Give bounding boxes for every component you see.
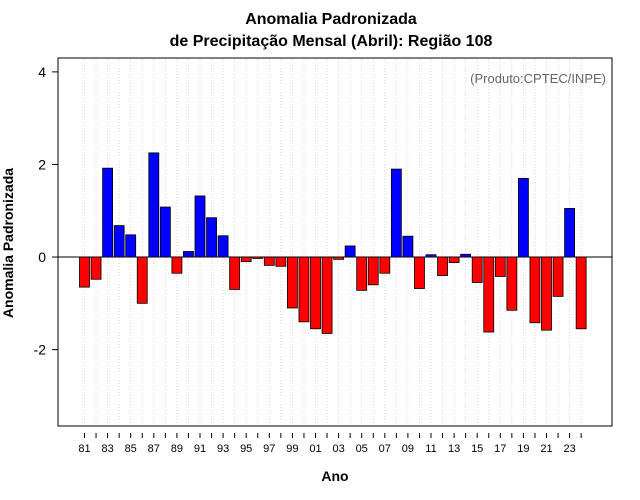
bar-2001 <box>310 256 321 330</box>
x-tick-label: 97 <box>263 443 275 455</box>
x-axis-title: Ano <box>321 468 348 484</box>
bar-1987 <box>148 152 160 258</box>
x-tick-label: 07 <box>379 443 391 455</box>
x-tick-label: 13 <box>448 443 460 455</box>
x-tick-label: 09 <box>402 443 414 455</box>
bar-2004 <box>344 245 356 258</box>
x-tick-label: 01 <box>309 443 321 455</box>
x-tick-label: 15 <box>471 443 483 455</box>
bar-1998 <box>275 256 287 267</box>
bar-2000 <box>298 256 310 323</box>
bar-1985 <box>125 234 137 258</box>
bar-2011 <box>425 254 437 258</box>
bar-2022 <box>552 256 564 297</box>
plot-frame <box>57 57 613 427</box>
bar-1994 <box>229 256 241 290</box>
bar-1993 <box>217 235 229 258</box>
bar-1990 <box>183 251 194 258</box>
bar-2008 <box>390 168 402 258</box>
source-annotation: (Produto:CPTEC/INPE) <box>470 71 606 86</box>
bar-2003 <box>333 256 345 260</box>
bar-1981 <box>79 256 90 288</box>
bar-1983 <box>102 167 113 258</box>
bar-1999 <box>286 256 298 309</box>
x-tick-label: 91 <box>194 443 206 455</box>
x-tick-label: 81 <box>78 443 90 455</box>
bar-1989 <box>171 256 183 274</box>
x-tick-label: 89 <box>171 443 183 455</box>
x-tick-label: 17 <box>494 443 506 455</box>
bar-2019 <box>518 177 529 258</box>
bar-1986 <box>136 256 148 304</box>
x-tick-label: 85 <box>125 443 137 455</box>
bar-2006 <box>367 256 379 286</box>
bar-2021 <box>541 256 552 331</box>
bar-1996 <box>252 256 264 259</box>
x-tick-label: 11 <box>425 443 436 455</box>
x-tick-label: 93 <box>217 443 229 455</box>
y-tick-label: 4 <box>38 64 46 80</box>
x-tick-label: 19 <box>517 443 529 455</box>
y-tick-label: 2 <box>38 156 46 172</box>
bar-2020 <box>529 256 541 324</box>
y-axis-title: Anomalia Padronizada <box>0 168 16 318</box>
x-tick-label: 95 <box>240 443 252 455</box>
y-tick-label: 0 <box>38 249 46 265</box>
bar-2002 <box>321 256 333 334</box>
bar-1992 <box>206 217 217 258</box>
bar-2015 <box>471 256 483 283</box>
x-tick-label: 83 <box>101 443 113 455</box>
bar-2016 <box>483 256 495 333</box>
x-tick-label: 87 <box>148 443 160 455</box>
bar-1982 <box>90 256 102 280</box>
bar-2023 <box>564 208 575 258</box>
bar-2012 <box>437 256 448 276</box>
chart-title: Anomalia Padronizada <box>245 11 417 28</box>
y-axis: -2 0 2 4 <box>34 64 58 358</box>
bar-2018 <box>506 256 518 311</box>
bar-2013 <box>448 256 460 263</box>
bar-2010 <box>414 256 425 289</box>
bar-2009 <box>402 235 414 258</box>
x-tick-label: 21 <box>540 443 552 455</box>
bar-1988 <box>159 206 171 258</box>
x-tick-label: 23 <box>563 443 575 455</box>
x-tick-label: 05 <box>356 443 368 455</box>
bar-2014 <box>460 253 472 258</box>
bar-2007 <box>379 256 391 274</box>
bar-1997 <box>263 256 275 266</box>
bar-2005 <box>356 256 368 291</box>
bars <box>79 152 587 334</box>
x-axis: 81 83 85 87 89 91 93 95 97 99 01 03 05 07 09 11 13 15 17 19… <box>78 433 582 455</box>
x-tick-label: 03 <box>332 443 344 455</box>
chart-subtitle: de Precipitação Mensal (Abril): Região 1… <box>170 33 493 50</box>
bar-2017 <box>494 256 506 277</box>
bar-1984 <box>113 225 125 258</box>
y-tick-label: -2 <box>34 342 47 358</box>
bar-1991 <box>194 195 206 258</box>
bar-2024 <box>575 256 587 330</box>
x-tick-label: 99 <box>286 443 298 455</box>
bar-1995 <box>240 256 252 263</box>
